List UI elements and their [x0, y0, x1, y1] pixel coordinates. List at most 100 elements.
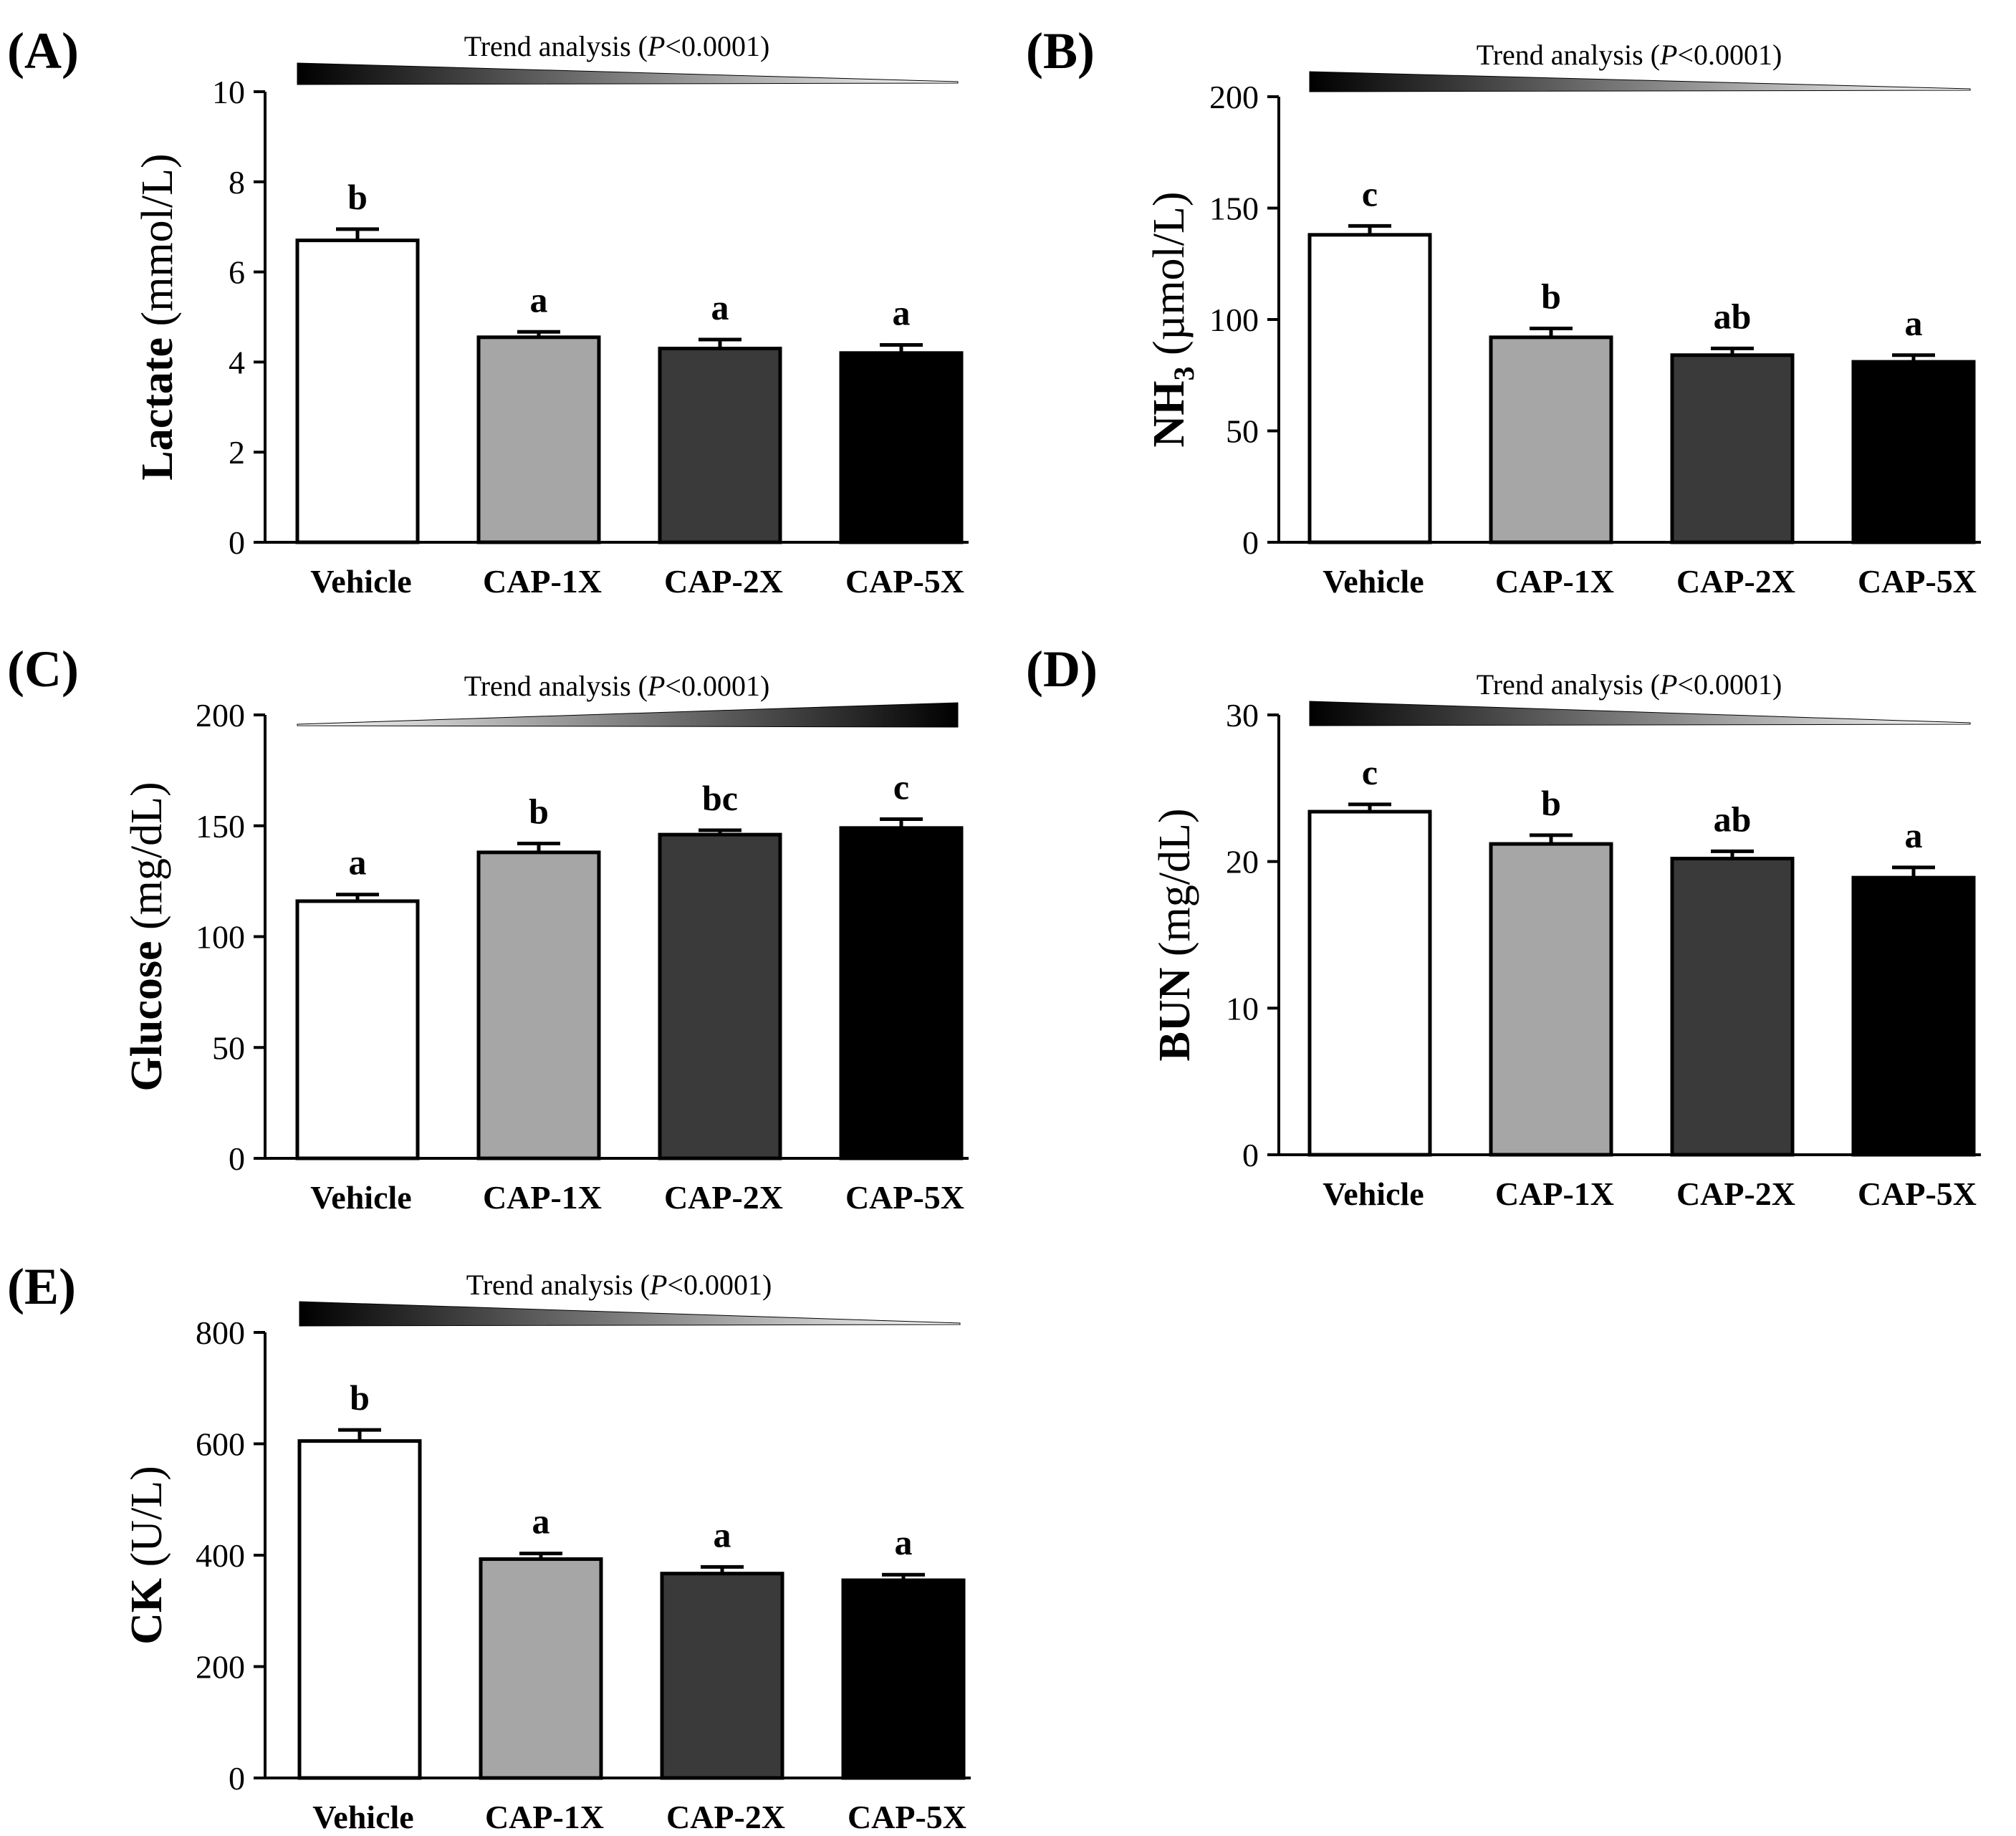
bar-cap-2x — [658, 832, 782, 1160]
y-axis-label: NH3 (µmol/L) — [1145, 191, 1200, 447]
y-tick-label: 10 — [1226, 990, 1259, 1027]
y-tick-label: 0 — [229, 524, 245, 561]
significance-letter: bc — [702, 778, 738, 818]
trend-label: Trend analysis (P<0.0001) — [1477, 668, 1782, 701]
trend-label: Trend analysis (P<0.0001) — [1477, 39, 1782, 71]
bar-vehicle — [297, 1439, 422, 1780]
y-tick-label: 100 — [196, 919, 245, 956]
panel-c: (C) Trend analysis (P<0.0001) 0 50 100 150 200… — [7, 640, 969, 1216]
significance-letter: a — [893, 292, 911, 332]
x-tick-label: CAP-5X — [1858, 563, 1977, 600]
significance-letter: a — [714, 1514, 731, 1554]
significance-letter: b — [1541, 783, 1561, 823]
trend-label-suffix: <0.0001) — [1677, 39, 1782, 71]
x-tick-label: Vehicle — [310, 563, 411, 600]
bar-cap-2x — [1670, 353, 1795, 544]
trend-label-prefix: Trend analysis ( — [1477, 668, 1660, 701]
significance-letter: c — [1362, 752, 1378, 792]
y-tick-label: 800 — [196, 1314, 245, 1351]
y-tick-label: 200 — [196, 1649, 245, 1686]
trend-label-p: P — [647, 30, 665, 62]
bar-vehicle — [295, 239, 420, 544]
x-tick-label: CAP-1X — [483, 563, 602, 600]
x-tick-label: CAP-5X — [1858, 1176, 1977, 1212]
significance-letter: c — [893, 766, 909, 807]
panel-e: (E) Trend analysis (P<0.0001) 0 200 400 600 80… — [7, 1258, 971, 1835]
trend-label-p: P — [647, 670, 665, 702]
significance-letter: b — [350, 1378, 370, 1418]
significance-letter: a — [532, 1501, 550, 1542]
trend-label: Trend analysis (P<0.0001) — [466, 1269, 772, 1301]
y-tick-label: 0 — [1242, 1137, 1259, 1173]
trend-label-prefix: Trend analysis ( — [466, 1269, 650, 1301]
trend-label-prefix: Trend analysis ( — [464, 30, 648, 62]
y-axis-label-name: Glucose — [123, 941, 171, 1092]
significance-letter: b — [347, 177, 368, 217]
bar-cap-1x — [1489, 842, 1613, 1157]
y-tick-label: 30 — [1226, 697, 1259, 734]
y-tick-label: 2 — [229, 434, 245, 471]
panel-d: (D) Trend analysis (P<0.0001) 0 10 20 30 BUN (… — [1026, 640, 1981, 1212]
x-tick-label: CAP-5X — [845, 563, 964, 600]
trend-label-suffix: <0.0001) — [667, 1269, 772, 1301]
trend-wedge — [1309, 71, 1971, 92]
trend-label-prefix: Trend analysis ( — [1477, 39, 1660, 71]
y-axis-label-name: NH — [1145, 381, 1194, 448]
y-axis-label: BUN (mg/dL) — [1151, 808, 1199, 1061]
y-axis-label-unit: (mg/dL) — [1151, 808, 1199, 967]
significance-letter: c — [1362, 173, 1378, 213]
y-axis-label-unit: (µmol/L) — [1145, 191, 1194, 366]
y-tick-label: 0 — [229, 1140, 245, 1177]
trend-label-suffix: <0.0001) — [1677, 668, 1782, 701]
y-tick-label: 0 — [1242, 524, 1259, 561]
y-tick-label: 400 — [196, 1537, 245, 1574]
y-tick-label: 0 — [229, 1760, 245, 1797]
y-tick-label: 600 — [196, 1426, 245, 1463]
trend-label: Trend analysis (P<0.0001) — [464, 30, 770, 62]
y-tick-label: 8 — [229, 164, 245, 201]
x-tick-label: Vehicle — [1323, 563, 1424, 600]
y-axis-label-unit: (U/L) — [123, 1466, 171, 1578]
y-axis-label-name: CK — [123, 1578, 171, 1645]
x-tick-label: CAP-5X — [845, 1179, 964, 1216]
y-tick-label: 6 — [229, 254, 245, 291]
x-tick-label: CAP-2X — [1676, 1176, 1795, 1212]
trend-label: Trend analysis (P<0.0001) — [464, 670, 770, 702]
x-tick-label: Vehicle — [310, 1179, 411, 1216]
panel-label: (A) — [7, 22, 79, 80]
x-tick-label: CAP-1X — [483, 1179, 602, 1216]
y-axis-label-name: Lactate — [133, 337, 182, 481]
y-tick-label: 150 — [1209, 191, 1259, 227]
trend-wedge — [299, 1301, 961, 1327]
x-tick-label: CAP-1X — [485, 1799, 604, 1835]
bar-cap-2x — [658, 347, 782, 544]
trend-wedge — [297, 62, 959, 85]
y-tick-label: 200 — [1209, 79, 1259, 115]
panel-a: (A) Trend analysis (P<0.0001) 0 2 4 6 8 10 Lacta… — [7, 22, 969, 600]
bar-cap-5x — [1851, 875, 1976, 1157]
y-tick-label: 20 — [1226, 844, 1259, 880]
y-axis-label-unit: (mmol/L) — [133, 153, 182, 337]
bar-cap-5x — [839, 826, 964, 1160]
y-tick-label: 10 — [212, 74, 245, 110]
x-tick-label: Vehicle — [1323, 1176, 1424, 1212]
significance-letter: a — [711, 287, 729, 327]
x-tick-label: CAP-2X — [1676, 563, 1795, 600]
x-tick-label: CAP-1X — [1495, 1176, 1614, 1212]
bar-cap-1x — [476, 335, 601, 544]
x-tick-label: Vehicle — [312, 1799, 413, 1835]
x-tick-label: CAP-2X — [664, 1179, 783, 1216]
bar-cap-5x — [839, 351, 964, 544]
x-tick-label: CAP-2X — [666, 1799, 785, 1835]
significance-letter: a — [1905, 303, 1923, 343]
bar-cap-5x — [841, 1578, 966, 1780]
trend-label-p: P — [1659, 668, 1677, 701]
bar-cap-1x — [476, 850, 601, 1160]
bar-vehicle — [1307, 809, 1432, 1157]
trend-label-prefix: Trend analysis ( — [464, 670, 648, 702]
x-tick-label: CAP-5X — [848, 1799, 966, 1835]
y-axis-label-unit: (mg/dL) — [123, 782, 171, 941]
significance-letter: b — [1541, 276, 1561, 316]
significance-letter: a — [895, 1522, 913, 1562]
